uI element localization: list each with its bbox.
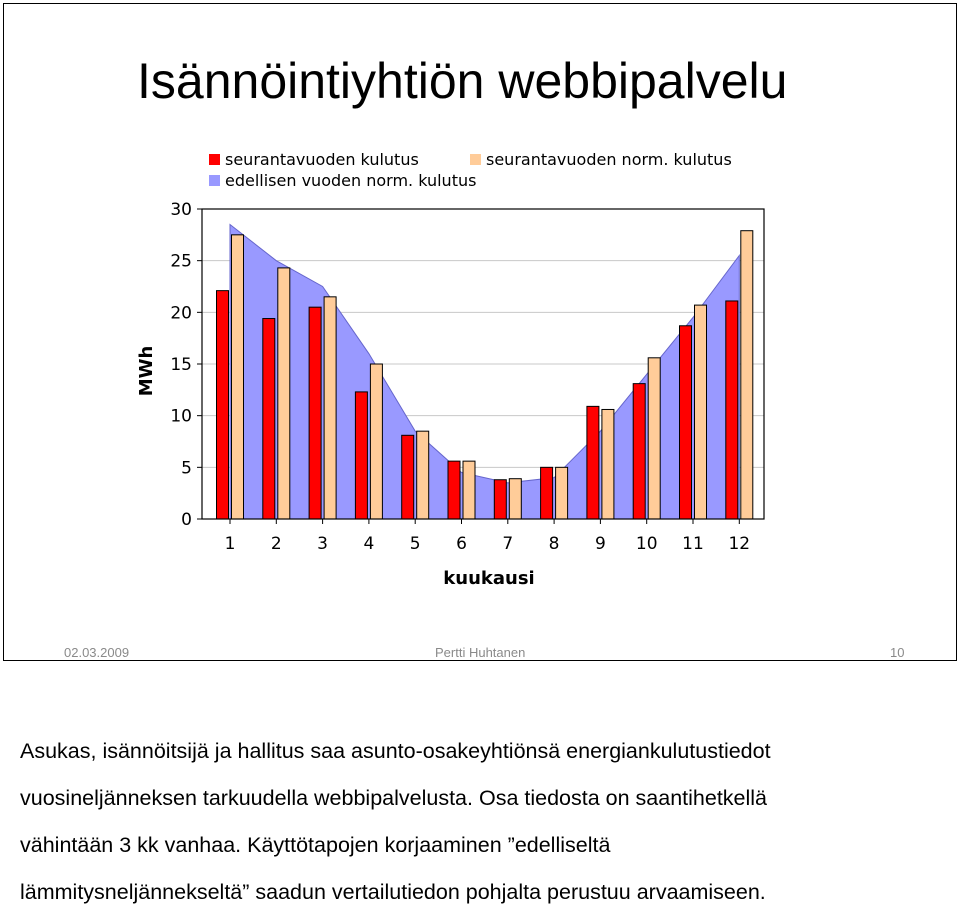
legend-label: edellisen vuoden norm. kulutus xyxy=(225,171,476,190)
x-tick-label: 11 xyxy=(682,534,704,554)
bar-normalized xyxy=(555,466,569,520)
bar-actual xyxy=(216,290,229,520)
x-axis-title: kuukausi xyxy=(443,568,534,589)
x-tick-label: 6 xyxy=(456,534,467,554)
x-tick-label: 10 xyxy=(636,534,658,554)
caption-line: vähintään 3 kk vanhaa. Käyttötapojen kor… xyxy=(20,833,611,857)
y-tick-label: 10 xyxy=(170,407,192,427)
x-tick-label: 2 xyxy=(271,534,282,554)
caption-line: lämmitysneljännekseltä” saadun vertailut… xyxy=(20,880,766,904)
y-tick-label: 30 xyxy=(170,200,192,220)
x-tick-label: 5 xyxy=(410,534,421,554)
x-tick-label: 7 xyxy=(502,534,513,554)
x-tick-label: 1 xyxy=(225,534,236,554)
legend-label: seurantavuoden norm. kulutus xyxy=(486,150,732,169)
y-axis-title: MWh xyxy=(136,346,157,397)
bar-normalized xyxy=(277,267,291,520)
x-tick-label: 8 xyxy=(549,534,560,554)
y-tick-label: 25 xyxy=(170,252,192,272)
bar-normalized xyxy=(508,478,522,520)
bar-normalized xyxy=(647,357,661,520)
bar-normalized xyxy=(462,460,476,520)
bar-actual xyxy=(308,306,322,520)
bar-actual xyxy=(586,405,600,520)
footer-author: Pertti Huhtanen xyxy=(435,645,526,660)
y-tick-label: 20 xyxy=(170,303,192,323)
footer-date: 02.03.2009 xyxy=(64,645,130,660)
bar-normalized xyxy=(740,230,754,520)
legend-label: seurantavuoden kulutus xyxy=(225,150,419,169)
bar-actual xyxy=(401,434,415,520)
bar-actual xyxy=(632,383,646,520)
y-tick-label: 15 xyxy=(170,355,192,375)
x-tick-label: 3 xyxy=(317,534,328,554)
bar-actual xyxy=(354,391,368,520)
bar-actual xyxy=(540,466,554,520)
bar-normalized xyxy=(369,363,383,520)
bar-actual xyxy=(447,460,461,520)
x-tick-label: 9 xyxy=(595,534,606,554)
slide-frame: Isännöintiyhtiön webbipalvelu 0 5 10 15 20 25… xyxy=(3,3,957,661)
x-tick-label: 12 xyxy=(728,534,750,554)
slide-title: Isännöintiyhtiön webbipalvelu xyxy=(137,53,788,109)
caption-text: Asukas, isännöitsijä ja hallitus saa asu… xyxy=(20,728,950,916)
caption-line: Asukas, isännöitsijä ja hallitus saa asu… xyxy=(20,739,771,763)
x-tick-label: 4 xyxy=(363,534,374,554)
legend-swatch xyxy=(209,175,220,186)
y-tick-label: 0 xyxy=(181,510,192,530)
bar-actual xyxy=(679,325,692,520)
bar-normalized xyxy=(416,430,430,520)
bar-normalized xyxy=(694,304,707,520)
footer-page-number: 10 xyxy=(890,645,905,660)
legend-swatch xyxy=(209,154,220,165)
bar-actual xyxy=(262,318,276,520)
bar-normalized xyxy=(601,408,615,520)
caption-line: vuosineljänneksen tarkuudella webbipalve… xyxy=(20,786,768,810)
bar-normalized xyxy=(231,234,244,520)
bar-actual xyxy=(725,300,739,520)
legend-swatch xyxy=(470,154,481,165)
bar-actual xyxy=(493,479,507,520)
bar-normalized xyxy=(323,296,337,520)
y-tick-label: 5 xyxy=(181,458,192,478)
